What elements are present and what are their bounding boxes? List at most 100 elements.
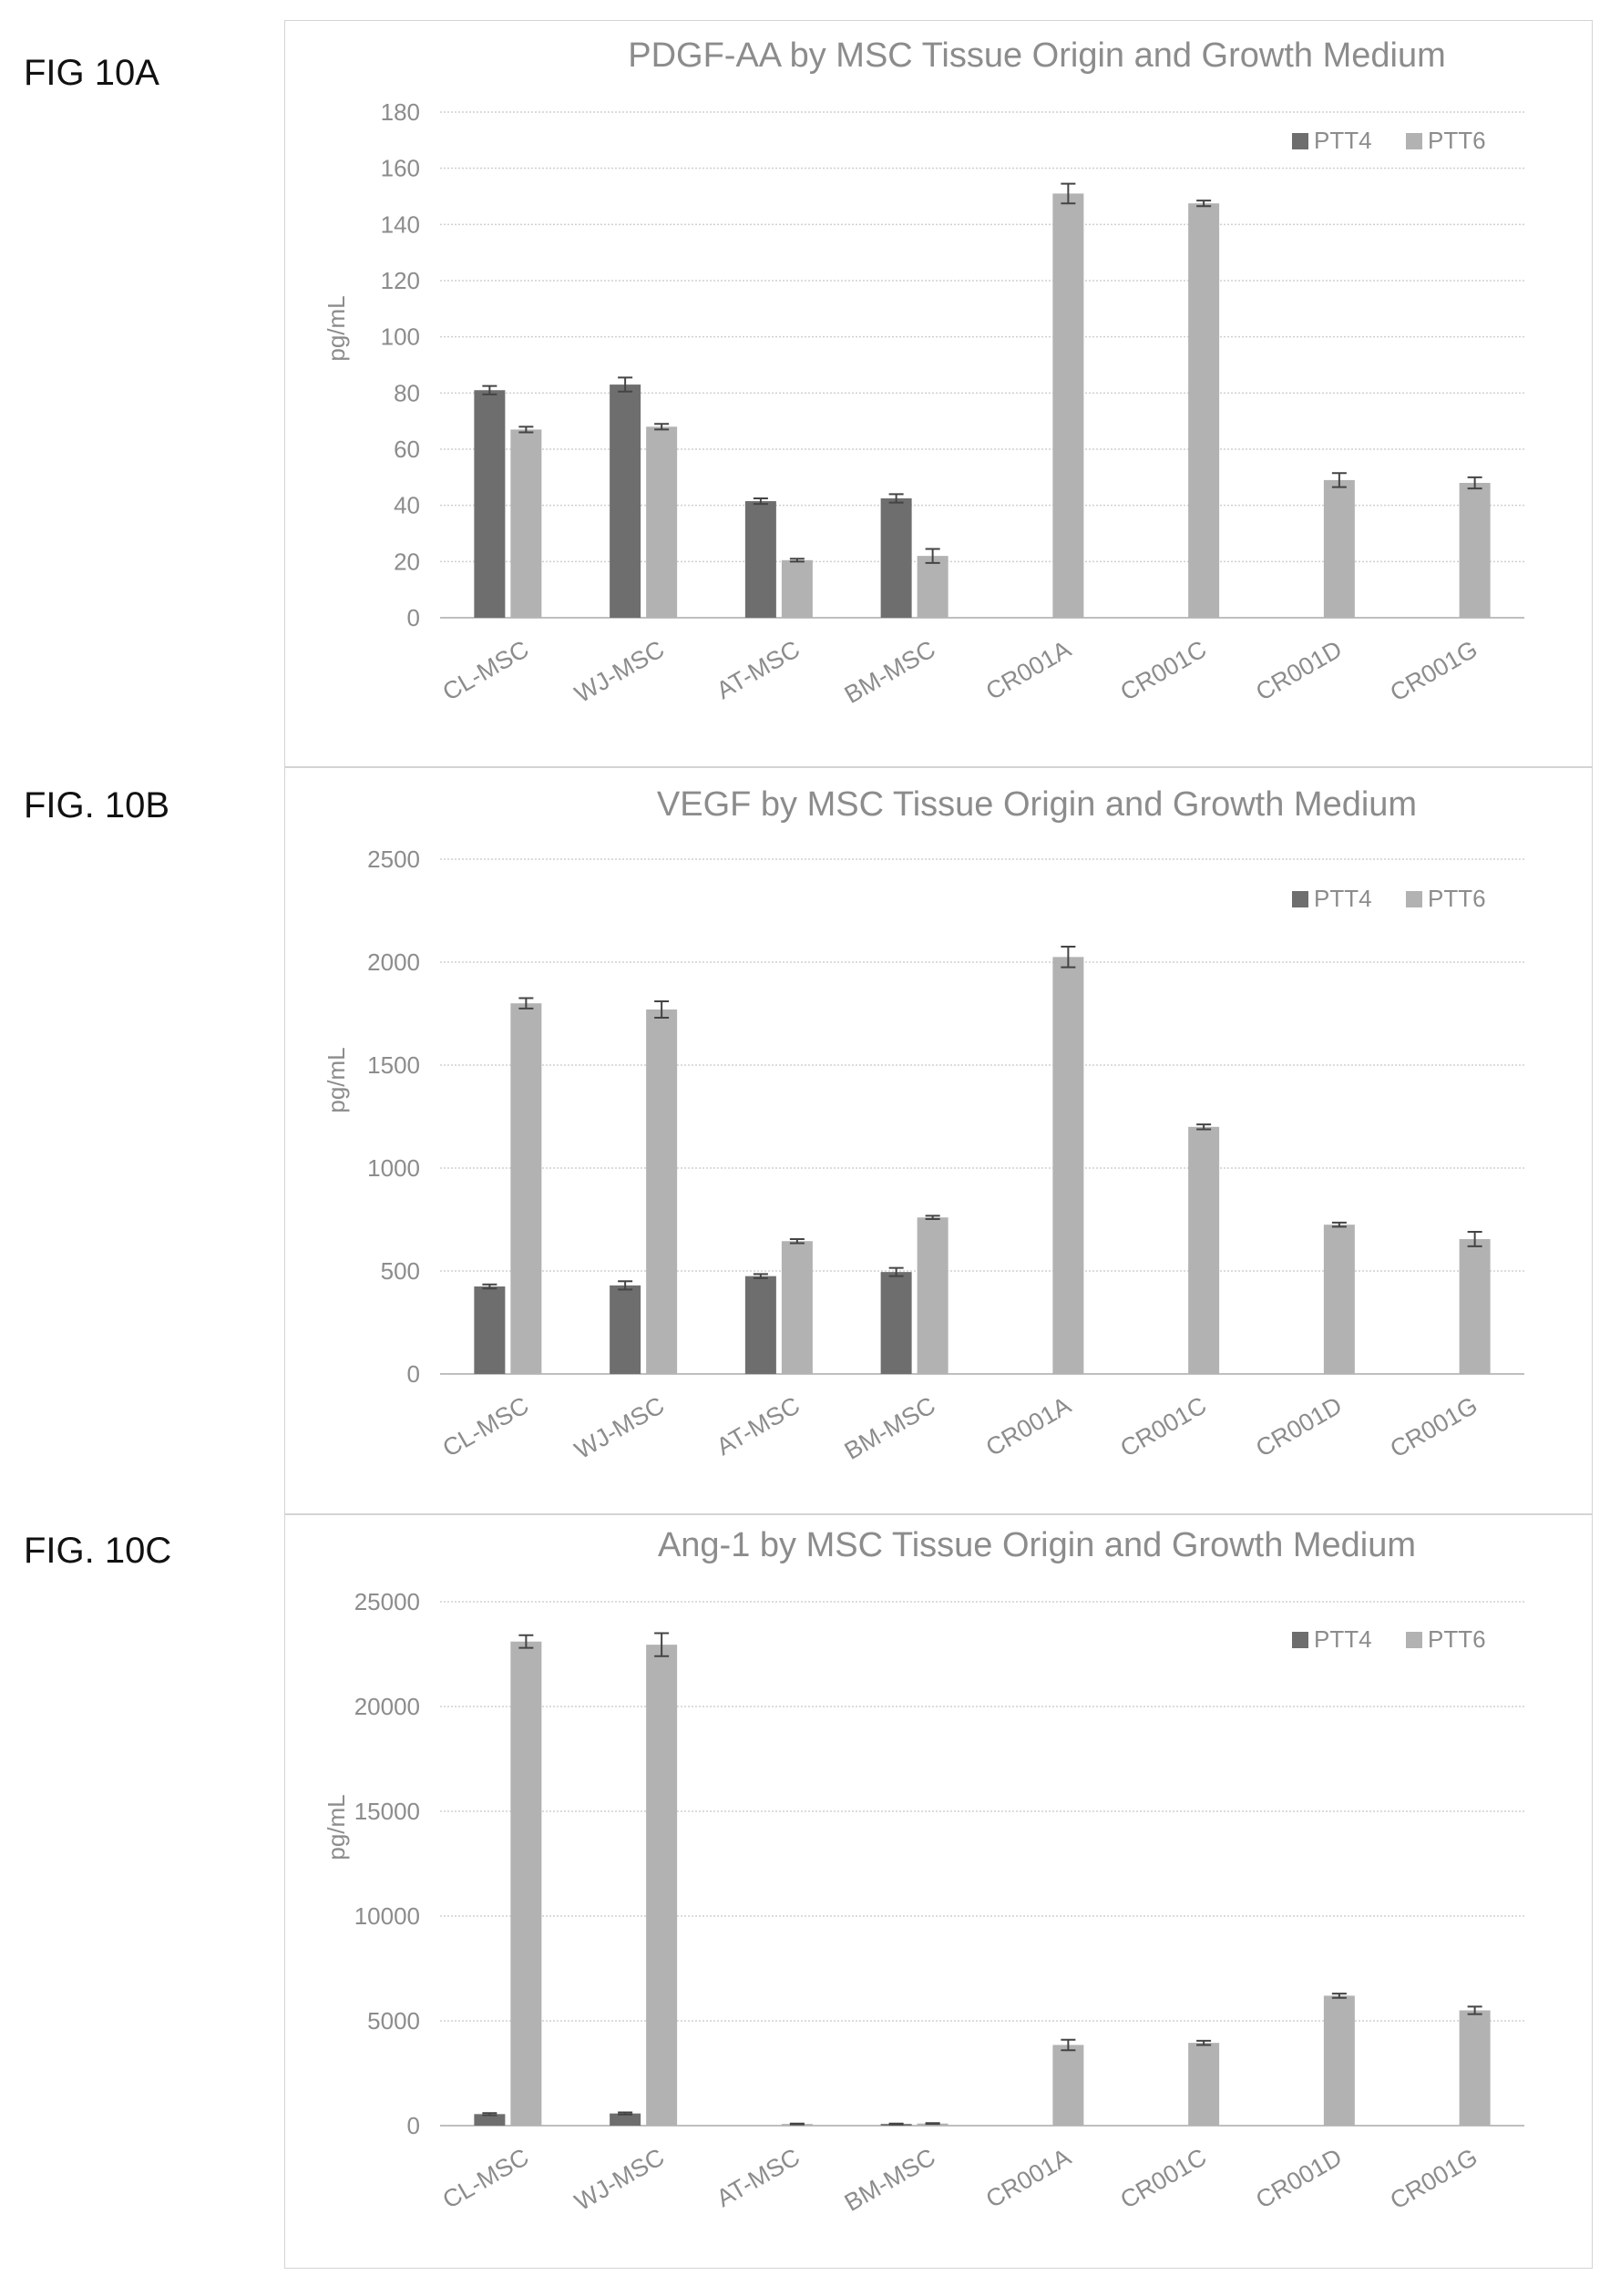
y-tick-label: 20 [394,548,420,575]
y-tick-label: 120 [381,267,420,294]
x-tick-label: CR001C [1115,635,1211,706]
x-tick-label: CL-MSC [438,635,534,706]
y-tick-label: 10000 [354,1902,420,1930]
error-bar-ptt4-bm-msc [888,2122,904,2126]
y-tick-label: 40 [394,492,420,519]
bar-ptt4-bm-msc [880,497,912,618]
bar-ptt4-bm-msc [880,1272,912,1374]
y-tick-label: 2000 [367,948,420,976]
error-bar-ptt4-wj-msc [618,2111,633,2116]
error-bar-ptt6-wj-msc [654,1632,670,1657]
y-tick-label: 0 [407,604,420,631]
x-tick-label: WJ-MSC [570,635,670,708]
y-tick-label: 140 [381,210,420,238]
bar-ptt6-cl-msc [510,1003,542,1374]
chart-panel-pdgf-aa: PDGF-AA by MSC Tissue Origin and Growth … [284,20,1593,767]
error-bar-ptt4-wj-msc [618,1280,633,1291]
x-tick-label: CR001G [1386,2143,1482,2215]
chart-ang-1: Ang-1 by MSC Tissue Origin and Growth Me… [323,1526,1524,2217]
y-tick-label: 60 [394,436,420,463]
error-bar-ptt6-cr001c [1196,1123,1212,1131]
error-bar-ptt6-wj-msc [654,423,670,431]
y-tick-label: 1000 [367,1154,420,1182]
error-bar-ptt4-cl-msc [482,1283,497,1290]
bar-ptt6-cr001g [1459,1238,1491,1374]
y-tick-label: 15000 [354,1798,420,1825]
x-tick-label: CR001A [981,2143,1075,2213]
bar-ptt4-wj-msc [610,2113,641,2126]
x-tick-label: CR001D [1251,635,1347,706]
y-tick-label: 1500 [367,1051,420,1079]
figure-label-10a: FIG 10A [24,53,159,93]
chart-pdgf-aa: PDGF-AA by MSC Tissue Origin and Growth … [323,36,1524,709]
legend-swatch-ptt4 [1292,891,1308,907]
legend-label-ptt6: PTT6 [1428,127,1486,154]
bar-ptt6-cr001a [1052,2045,1084,2126]
legend-swatch-ptt4 [1292,133,1308,149]
figure-label-10c: FIG. 10C [24,1531,172,1571]
error-bar-ptt6-bm-msc [925,2122,940,2126]
x-tick-label: WJ-MSC [570,1391,670,1464]
y-axis-label: pg/mL [323,1047,350,1112]
error-bar-ptt6-cl-msc [518,997,534,1010]
error-bar-ptt6-bm-msc [925,1215,940,1221]
error-bar-ptt6-cr001c [1196,2039,1212,2046]
chart-panel-vegf: VEGF by MSC Tissue Origin and Growth Med… [284,767,1593,1514]
bar-ptt6-cr001d [1323,1995,1355,2126]
y-axis-label: pg/mL [323,1794,350,1860]
legend-swatch-ptt6 [1406,891,1422,907]
x-tick-label: AT-MSC [712,1391,805,1461]
bar-ptt4-cl-msc [474,390,506,618]
bar-ptt4-at-msc [744,501,776,618]
x-tick-label: CR001C [1115,2143,1211,2214]
y-tick-label: 0 [407,1360,420,1388]
error-bar-ptt6-cr001a [1061,946,1076,969]
error-bar-ptt6-at-msc [789,1237,805,1245]
bar-ptt4-cl-msc [474,1286,506,1374]
y-tick-label: 5000 [367,2007,420,2035]
bar-ptt6-at-msc [781,1241,813,1374]
error-bar-ptt6-cr001d [1331,472,1347,488]
y-tick-label: 0 [407,2112,420,2139]
error-bar-ptt6-cr001a [1061,182,1076,205]
error-bar-ptt6-cr001d [1331,1993,1347,1999]
error-bar-ptt6-at-msc [789,558,805,563]
bar-ptt6-wj-msc [646,426,678,618]
legend-label-ptt4: PTT4 [1314,885,1372,912]
bar-ptt6-cr001a [1052,957,1084,1374]
error-bar-ptt4-cl-msc [482,384,497,395]
bar-ptt4-wj-msc [610,1285,641,1374]
legend-swatch-ptt6 [1406,1632,1422,1648]
bar-ptt6-at-msc [781,559,813,618]
error-bar-ptt6-wj-msc [654,999,670,1020]
bar-ptt4-at-msc [744,1276,776,1374]
x-tick-label: BM-MSC [840,2143,940,2217]
error-bar-ptt6-cr001g [1467,476,1482,490]
x-tick-label: CR001D [1251,2143,1347,2214]
error-bar-ptt4-at-msc [753,497,768,506]
bar-ptt6-cl-msc [510,1641,542,2126]
y-tick-label: 160 [381,155,420,182]
figure-label-10b: FIG. 10B [24,785,170,825]
x-tick-label: WJ-MSC [570,2143,670,2216]
error-bar-ptt6-cl-msc [518,1634,534,1649]
bar-ptt6-cr001c [1188,1126,1220,1374]
bar-ptt6-cr001d [1323,479,1355,618]
x-tick-label: AT-MSC [712,2143,805,2212]
legend: PTT4 PTT6 [1292,127,1486,154]
chart-title: PDGF-AA by MSC Tissue Origin and Growth … [628,36,1446,75]
error-bar-ptt4-bm-msc [888,1266,904,1277]
y-tick-label: 80 [394,379,420,406]
y-tick-label: 2500 [367,846,420,873]
error-bar-ptt4-bm-msc [888,493,904,504]
bar-ptt4-wj-msc [610,384,641,618]
legend-label-ptt6: PTT6 [1428,885,1486,912]
bar-ptt6-cl-msc [510,429,542,618]
error-bar-ptt6-at-msc [789,2122,805,2126]
x-tick-label: AT-MSC [712,635,805,704]
chart-vegf: VEGF by MSC Tissue Origin and Growth Med… [323,785,1524,1465]
chart-panel-ang-1: Ang-1 by MSC Tissue Origin and Growth Me… [284,1514,1593,2269]
x-tick-label: CR001G [1386,1391,1482,1463]
bar-ptt6-cr001d [1323,1225,1355,1374]
error-bar-ptt6-cr001c [1196,200,1212,208]
